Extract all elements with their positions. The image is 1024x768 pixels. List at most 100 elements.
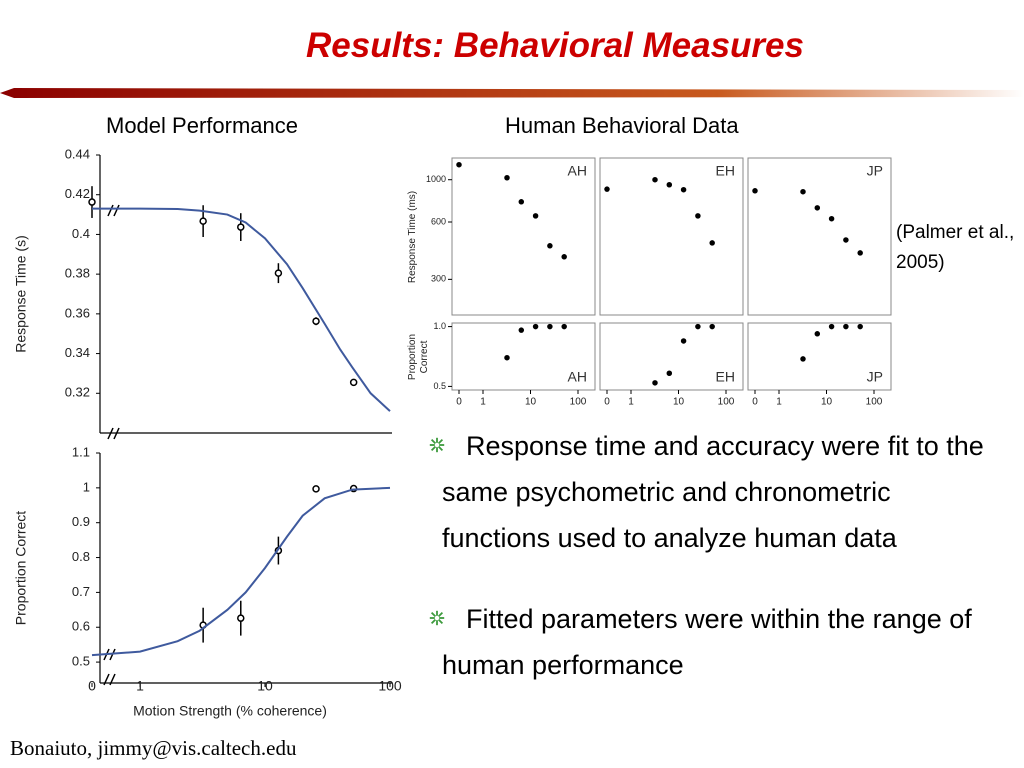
footer: Bonaiuto, jimmy@vis.caltech.edu [10,736,297,760]
panel-label: AH [568,163,587,179]
panel-frame [451,157,596,316]
data-point [857,250,863,256]
data-point [814,205,821,211]
bullet: Fitted parameters were within the range … [429,596,990,688]
slide-title: Results: Behavioral Measures [306,26,804,65]
x-tick-label: 0 [752,397,758,408]
x-tick-label: 1 [480,397,486,408]
data-point [695,323,701,330]
x-tick-label: 1 [628,397,634,408]
subtitle: Human Behavioral Data [505,113,739,138]
data-point [828,215,835,222]
y-tick-label: 0.38 [65,266,90,281]
data-point [561,323,567,330]
x-tick-label: 0 [88,678,96,694]
data-point [709,240,715,246]
data-point [843,237,849,243]
x-tick-label: 1 [136,678,144,694]
y-tick-label: 300 [431,274,446,284]
y-tick-label: 0.36 [65,305,90,320]
data-point [504,174,510,181]
data-point [237,223,245,231]
panel-label: EH [716,163,735,179]
y-axis-label: Proportion Correct [407,333,430,380]
y-axis-label: Proportion Correct [13,511,29,625]
x-tick-label: 100 [378,678,402,694]
bullet: Response time and accuracy were fit to t… [429,423,990,561]
x-tick-label: 100 [866,397,883,408]
panel-label: EH [716,369,735,385]
y-axis-label: Response Time (ms) [407,190,418,283]
data-point [814,331,821,337]
data-point [843,323,849,330]
bullet-text: Response time and accuracy were fit to t… [442,431,984,553]
data-point [274,269,283,277]
panel-frame [747,322,892,391]
data-point [666,370,673,376]
data-point [652,380,658,386]
x-tick-label: 10 [257,678,273,694]
y-tick-label: 0.4 [72,226,90,241]
data-point [547,323,553,330]
data-point [800,356,806,362]
subtitle: Model Performance [106,113,298,138]
y-tick-label: 0.7 [72,584,90,599]
data-point [532,213,539,219]
data-point [709,323,715,330]
data-point [312,485,320,493]
panel-frame [599,157,744,316]
title-rule [0,88,1024,98]
bullet-icon [429,437,445,453]
data-point [680,186,687,193]
data-point [312,317,320,325]
y-tick-label: 600 [431,216,446,226]
data-point [504,354,510,361]
y-tick-label: 0.42 [65,186,90,201]
y-axis-label: Response Time (s) [13,235,29,352]
y-tick-label: 0.32 [65,385,90,400]
panel-frame [451,322,596,391]
y-tick-label: 0.34 [65,345,90,360]
bullet-icon [429,610,445,626]
y-tick-label: 0.5 [72,654,90,669]
x-tick-label: 100 [718,397,735,408]
x-tick-label: 100 [570,397,587,408]
x-tick-label: 10 [673,397,685,408]
data-point [695,213,701,219]
data-point [652,176,658,183]
y-tick-label: 0.6 [72,619,90,634]
y-tick-label: 0.44 [65,146,90,161]
y-tick-label: 1.0 [433,321,446,331]
y-tick-label: 1.1 [72,444,90,459]
data-point [752,188,758,194]
data-point [604,186,610,192]
y-tick-label: 1000 [426,174,446,184]
x-tick-label: 10 [525,397,537,408]
x-tick-label: 0 [456,397,462,408]
data-point [518,327,525,333]
data-point [456,161,462,168]
data-point [800,188,806,195]
panel-frame [599,322,744,391]
x-tick-label: 0 [604,397,610,408]
x-axis-label: Motion Strength (% coherence) [133,703,327,719]
fit-curve [92,207,391,412]
data-point [349,378,358,387]
data-point [561,254,567,260]
y-tick-label: 0.9 [72,514,90,529]
data-point [680,338,687,344]
y-tick-label: 0.8 [72,549,90,564]
data-point [547,243,553,249]
panel-label: AH [568,369,587,385]
data-point [532,323,539,330]
citation: (Palmer et al., 2005) [896,222,1015,273]
fit-curve [91,486,391,657]
data-point [666,181,673,188]
x-tick-label: 1 [776,397,782,408]
axis-breaks [103,204,120,686]
y-tick-label: 0.5 [433,381,446,391]
data-point [199,217,207,225]
bullet-text: Fitted parameters were within the range … [442,604,972,680]
